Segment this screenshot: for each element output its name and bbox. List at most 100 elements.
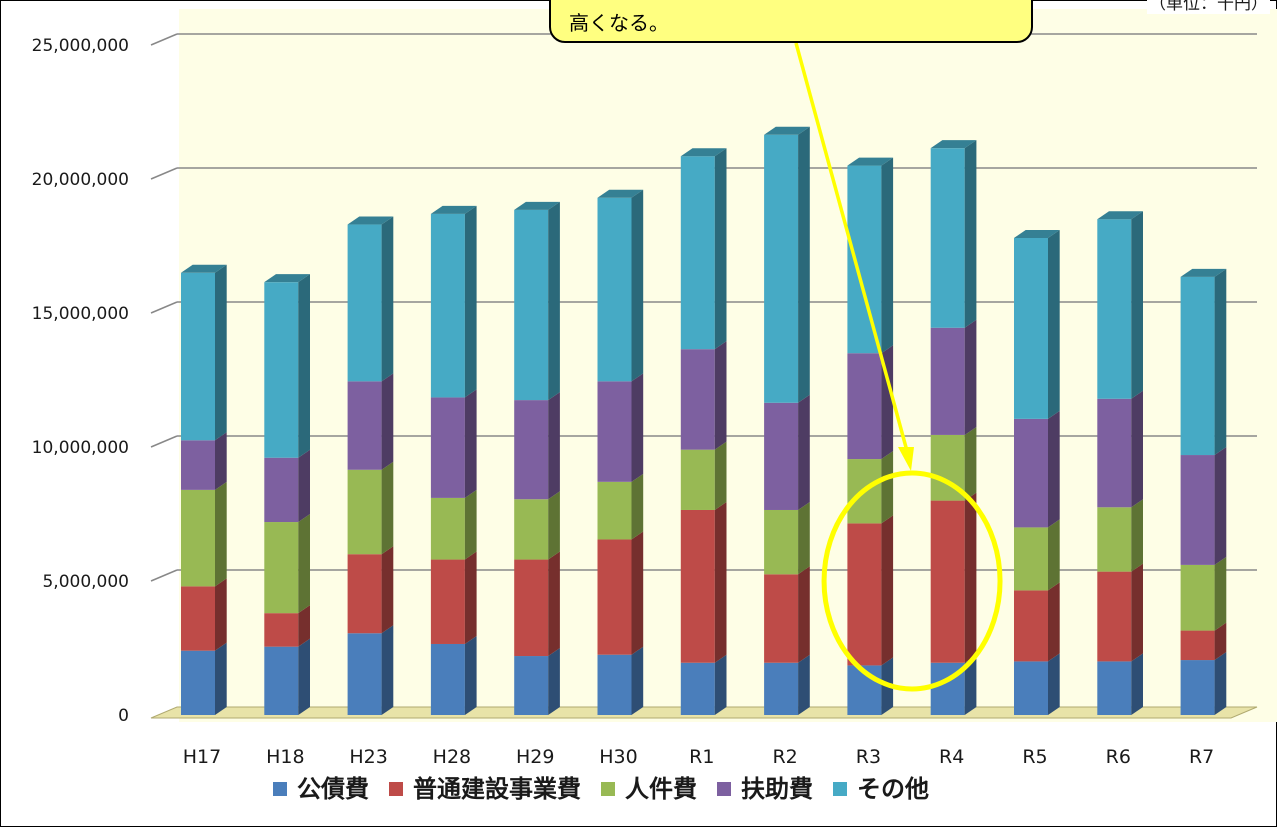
bar-segment <box>931 328 965 435</box>
x-tick-label: R4 <box>939 746 964 768</box>
bar-segment <box>348 554 382 633</box>
x-tick-label: H17 <box>183 746 221 768</box>
bar-segment-side <box>1131 391 1143 508</box>
bar-segment <box>431 214 465 398</box>
x-tick-label: H30 <box>599 746 637 768</box>
bar-segment-side <box>715 655 727 715</box>
bar-segment-side <box>465 552 477 644</box>
bar-segment-side <box>881 515 893 665</box>
legend-swatch <box>717 782 731 796</box>
bar-segment <box>847 353 881 459</box>
bar-segment-side <box>632 531 644 654</box>
bar-segment <box>1181 660 1215 715</box>
bar-segment <box>1097 219 1131 399</box>
bar-segment-side <box>1131 564 1143 662</box>
bar-segment-side <box>715 502 727 663</box>
y-tick-label: 25,000,000 <box>32 36 129 56</box>
bar-segment <box>598 381 632 482</box>
bar-segment-side <box>965 140 977 328</box>
legend-swatch <box>833 782 847 796</box>
callout-box: 高くなる。 <box>549 0 1033 43</box>
bar-segment <box>514 210 548 400</box>
bar-segment-side <box>465 389 477 498</box>
bar-segment-side <box>298 450 310 522</box>
bar-segment-side <box>715 148 727 349</box>
bar-segment-side <box>1131 211 1143 399</box>
bar-segment-side <box>548 552 560 656</box>
bar-segment <box>1014 527 1048 590</box>
unit-label: （単位：千円） <box>1147 0 1270 14</box>
bar-segment <box>681 510 715 663</box>
bar-segment <box>1097 507 1131 571</box>
bar-segment-side <box>215 482 227 586</box>
bar-segment-side <box>715 442 727 510</box>
bar-segment <box>1097 399 1131 508</box>
bar-segment <box>764 403 798 510</box>
bar-segment-side <box>1048 582 1060 661</box>
bar-segment <box>764 663 798 715</box>
bar-segment-side <box>1048 519 1060 590</box>
legend-label: 人件費 <box>625 775 697 803</box>
bar-segment-side <box>215 432 227 490</box>
bar-segment <box>1014 238 1048 419</box>
gridline-depth <box>151 436 177 447</box>
gridline-depth <box>151 302 177 313</box>
bar-segment-side <box>548 491 560 559</box>
bar-segment-side <box>465 206 477 398</box>
bar-segment-side <box>965 493 977 663</box>
bar-segment-side <box>1048 653 1060 715</box>
legend-label: 扶助費 <box>741 775 813 803</box>
bar-segment <box>431 644 465 715</box>
y-tick-label: 15,000,000 <box>32 304 129 324</box>
bar-segment <box>514 560 548 656</box>
gridline-depth <box>151 34 177 45</box>
bar-segment <box>1014 661 1048 715</box>
bar-segment <box>1181 631 1215 660</box>
bar-segment <box>764 135 798 403</box>
bar-segment-side <box>298 274 310 458</box>
bar-segment-side <box>382 546 394 633</box>
x-tick-label: H29 <box>516 746 554 768</box>
bar-segment-side <box>1048 230 1060 419</box>
bar-segment <box>1181 277 1215 455</box>
y-tick-label: 0 <box>118 706 129 726</box>
bar-segment-side <box>965 320 977 435</box>
bar-segment <box>931 148 965 328</box>
bar-segment-side <box>632 474 644 540</box>
callout-text: 高くなる。 <box>569 7 669 36</box>
y-tick-label: 5,000,000 <box>42 572 129 592</box>
bar-segment-side <box>382 462 394 554</box>
bar-segment <box>181 586 215 650</box>
bar-segment-side <box>632 373 644 482</box>
bar-segment <box>431 397 465 498</box>
x-tick-label: H28 <box>433 746 471 768</box>
bar-segment <box>264 282 298 458</box>
bar-segment <box>598 198 632 382</box>
bar-segment <box>348 225 382 382</box>
bar-segment <box>1181 455 1215 565</box>
bar-segment-side <box>715 341 727 450</box>
bar-segment-side <box>1131 499 1143 571</box>
x-tick-label: R7 <box>1189 746 1214 768</box>
bar-segment-side <box>465 490 477 560</box>
legend-label: その他 <box>857 775 929 803</box>
y-tick-label: 10,000,000 <box>32 438 129 458</box>
legend-swatch <box>273 782 287 796</box>
bar-segment <box>1181 565 1215 631</box>
x-tick-label: R1 <box>689 746 714 768</box>
bar-segment <box>514 499 548 559</box>
x-tick-label: R6 <box>1106 746 1131 768</box>
bar-segment-side <box>632 190 644 382</box>
bar-segment <box>764 510 798 574</box>
bar-segment-side <box>548 202 560 400</box>
x-tick-label: R3 <box>856 746 881 768</box>
bar-segment <box>931 501 965 663</box>
x-tick-label: H18 <box>266 746 304 768</box>
bar-segment-side <box>382 625 394 715</box>
bar-segment <box>264 522 298 613</box>
bar-segment <box>348 381 382 469</box>
bar-segment <box>514 400 548 499</box>
bar-segment <box>348 633 382 715</box>
bar-segment-side <box>548 392 560 499</box>
